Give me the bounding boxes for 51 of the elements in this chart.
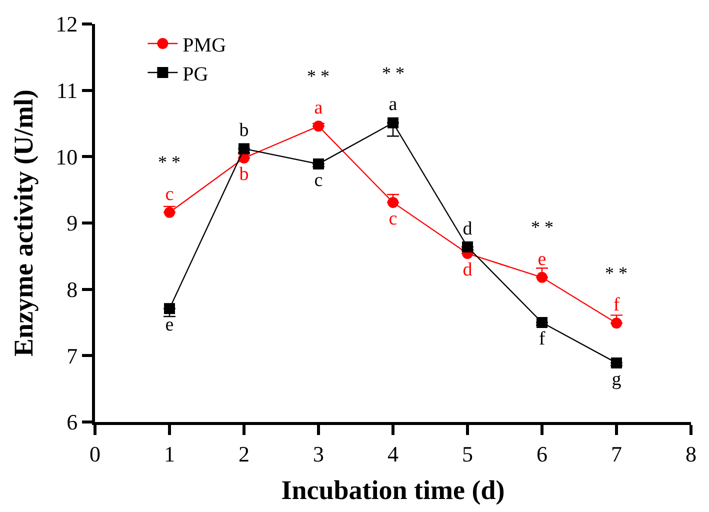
point — [164, 206, 175, 218]
annotation: * * — [531, 217, 554, 237]
y-tick-label: 7 — [66, 343, 78, 368]
point — [536, 272, 548, 283]
legend-label: PMG — [182, 34, 226, 56]
annotation: * * — [158, 152, 180, 172]
data-label: c — [314, 170, 323, 192]
point — [164, 303, 175, 314]
data-label: d — [462, 218, 473, 240]
annotation: * * — [605, 263, 628, 283]
point — [536, 317, 548, 328]
data-label: g — [612, 369, 622, 390]
point — [611, 357, 622, 368]
y-tick-label: 11 — [56, 78, 78, 104]
y-tick-label: 9 — [66, 210, 78, 236]
point — [313, 158, 324, 170]
data-label: b — [239, 164, 249, 186]
data-label: a — [388, 94, 398, 116]
point — [238, 143, 250, 154]
x-tick-label: 3 — [313, 441, 324, 466]
x-tick-label: 6 — [536, 441, 548, 466]
data-label: f — [538, 328, 546, 350]
point — [313, 120, 324, 132]
point — [388, 196, 398, 208]
y-tick-label: 10 — [56, 144, 78, 170]
data-label: d — [462, 260, 473, 281]
data-label: c — [388, 208, 398, 230]
x-tick-label: 2 — [238, 441, 250, 466]
x-tick-label: 7 — [611, 441, 622, 466]
data-label: b — [239, 120, 249, 142]
y-axis-title: Enzyme activity (U/ml) — [8, 90, 39, 356]
x-tick-label: 4 — [388, 441, 398, 466]
point — [462, 241, 473, 252]
y-tick-label: 12 — [56, 12, 78, 37]
legend-label: PG — [182, 63, 208, 86]
y-tick-label: 8 — [66, 277, 78, 302]
data-label: e — [538, 248, 546, 270]
data-label: a — [314, 98, 324, 119]
point — [611, 318, 622, 329]
x-tick-label: 0 — [90, 441, 100, 466]
data-label: f — [613, 294, 620, 316]
x-tick-label: 1 — [164, 441, 175, 466]
data-label: e — [165, 314, 174, 336]
data-label: c — [165, 184, 174, 205]
point — [388, 117, 398, 128]
x-axis-title: Incubation time (d) — [281, 474, 505, 505]
x-tick-label: 5 — [462, 441, 473, 466]
y-tick-label: 6 — [66, 410, 78, 435]
annotation: * * — [307, 66, 330, 86]
annotation: * * — [382, 63, 404, 83]
x-tick-label: 8 — [686, 441, 696, 466]
